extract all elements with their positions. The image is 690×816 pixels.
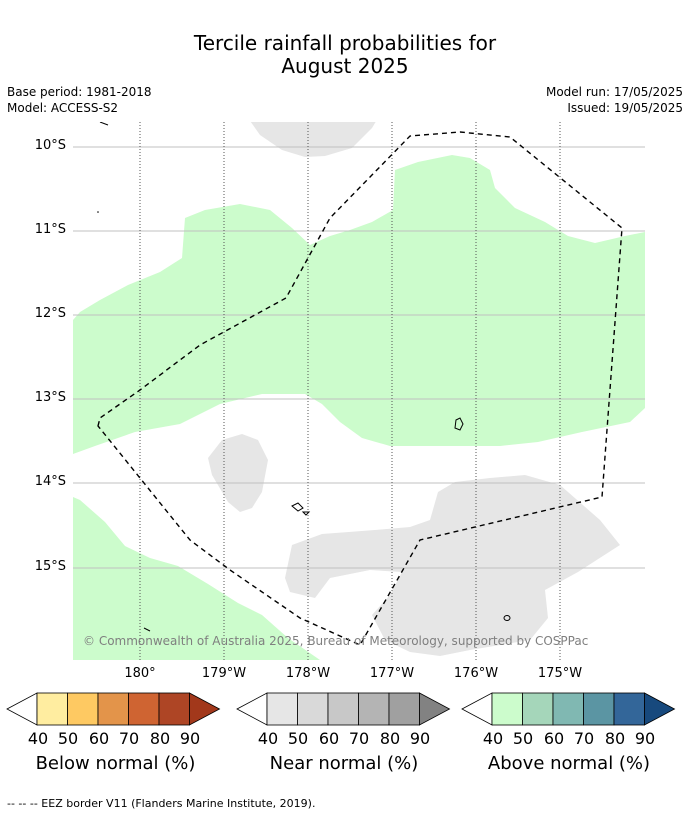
near-normal-region-west bbox=[208, 434, 268, 512]
colorbar-swatch bbox=[128, 692, 160, 726]
lon-label: 179°W bbox=[201, 666, 247, 681]
cb-tick: 70 bbox=[118, 729, 140, 748]
above-normal-region-main bbox=[73, 155, 645, 454]
colorbar-below-normal bbox=[6, 692, 221, 726]
island-f bbox=[143, 627, 151, 632]
island-g bbox=[99, 122, 109, 126]
colorbar-above-normal bbox=[461, 692, 676, 726]
map-canvas bbox=[73, 122, 645, 660]
lat-label: 15°S bbox=[34, 559, 66, 574]
island-d bbox=[503, 615, 511, 621]
copyright-notice: © Commonwealth of Australia 2025, Bureau… bbox=[83, 634, 589, 648]
cb-tick: 60 bbox=[318, 729, 340, 748]
colorbar-swatch bbox=[583, 692, 615, 726]
eez-legend-note: -- -- -- EEZ border V11 (Flanders Marine… bbox=[7, 797, 316, 810]
colorbar-min-extend bbox=[461, 692, 493, 726]
colorbar-swatch bbox=[327, 692, 359, 726]
colorbar-title-near: Near normal (%) bbox=[269, 753, 419, 774]
colorbar-swatch bbox=[297, 692, 329, 726]
cb-tick: 60 bbox=[543, 729, 565, 748]
model-name: Model: ACCESS-S2 bbox=[7, 101, 119, 115]
island-c bbox=[301, 511, 311, 516]
meta-right: Model run: 17/05/2025 Issued: 19/05/2025 bbox=[546, 84, 683, 116]
lon-label: 180° bbox=[124, 666, 156, 681]
cb-tick: 90 bbox=[409, 729, 431, 748]
colorbar-swatch bbox=[67, 692, 99, 726]
colorbar-swatch bbox=[266, 692, 298, 726]
cb-tick: 40 bbox=[257, 729, 279, 748]
island-a bbox=[454, 417, 464, 431]
colorbar-min-extend bbox=[6, 692, 38, 726]
lat-label: 11°S bbox=[34, 222, 66, 237]
cb-tick: 40 bbox=[27, 729, 49, 748]
model-run: Model run: 17/05/2025 bbox=[545, 85, 683, 99]
cb-tick: 90 bbox=[634, 729, 656, 748]
cb-tick: 80 bbox=[379, 729, 401, 748]
near-normal-region-north bbox=[250, 122, 376, 157]
colorbar-swatch bbox=[552, 692, 584, 726]
colorbar-swatch bbox=[388, 692, 420, 726]
title-line-2: August 2025 bbox=[281, 54, 409, 78]
cb-tick: 40 bbox=[482, 729, 504, 748]
lon-label: 177°W bbox=[369, 666, 415, 681]
cb-tick: 70 bbox=[348, 729, 370, 748]
cb-tick: 80 bbox=[604, 729, 626, 748]
colorbar-max-extend bbox=[644, 692, 676, 726]
colorbar-max-extend bbox=[189, 692, 221, 726]
cb-tick: 60 bbox=[88, 729, 110, 748]
meta-left: Base period: 1981-2018 Model: ACCESS-S2 bbox=[7, 84, 152, 116]
lon-label: 176°W bbox=[453, 666, 499, 681]
cb-tick: 50 bbox=[512, 729, 534, 748]
cb-tick: 50 bbox=[57, 729, 79, 748]
colorbar-swatch bbox=[613, 692, 645, 726]
lon-label: 178°W bbox=[285, 666, 331, 681]
colorbar-swatch bbox=[36, 692, 68, 726]
lat-label: 12°S bbox=[34, 306, 66, 321]
colorbar-swatch bbox=[158, 692, 190, 726]
island-b bbox=[291, 502, 304, 512]
colorbar-title-above: Above normal (%) bbox=[487, 753, 651, 774]
near-normal-region-southeast bbox=[285, 475, 620, 656]
island-e bbox=[97, 211, 99, 213]
colorbar-title-below: Below normal (%) bbox=[35, 753, 196, 774]
above-normal-region-southwest bbox=[73, 497, 320, 660]
lat-label: 13°S bbox=[34, 390, 66, 405]
base-period: Base period: 1981-2018 bbox=[7, 85, 152, 99]
eez-border bbox=[97, 131, 623, 646]
colorbar-swatch bbox=[97, 692, 129, 726]
colorbar-swatch bbox=[522, 692, 554, 726]
colorbar-swatch bbox=[491, 692, 523, 726]
issued-date: Issued: 19/05/2025 bbox=[567, 101, 683, 115]
map-title: Tercile rainfall probabilities for Augus… bbox=[0, 32, 690, 78]
cb-tick: 50 bbox=[287, 729, 309, 748]
lat-label: 14°S bbox=[34, 474, 66, 489]
colorbar-max-extend bbox=[419, 692, 451, 726]
cb-tick: 90 bbox=[179, 729, 201, 748]
lon-label: 175°W bbox=[537, 666, 583, 681]
colorbar-min-extend bbox=[236, 692, 268, 726]
cb-tick: 80 bbox=[149, 729, 171, 748]
title-line-1: Tercile rainfall probabilities for bbox=[193, 31, 497, 55]
colorbar-legends bbox=[6, 692, 676, 726]
colorbar-near-normal bbox=[236, 692, 451, 726]
lat-label: 10°S bbox=[34, 138, 66, 153]
colorbar-swatch bbox=[358, 692, 390, 726]
cb-tick: 70 bbox=[573, 729, 595, 748]
